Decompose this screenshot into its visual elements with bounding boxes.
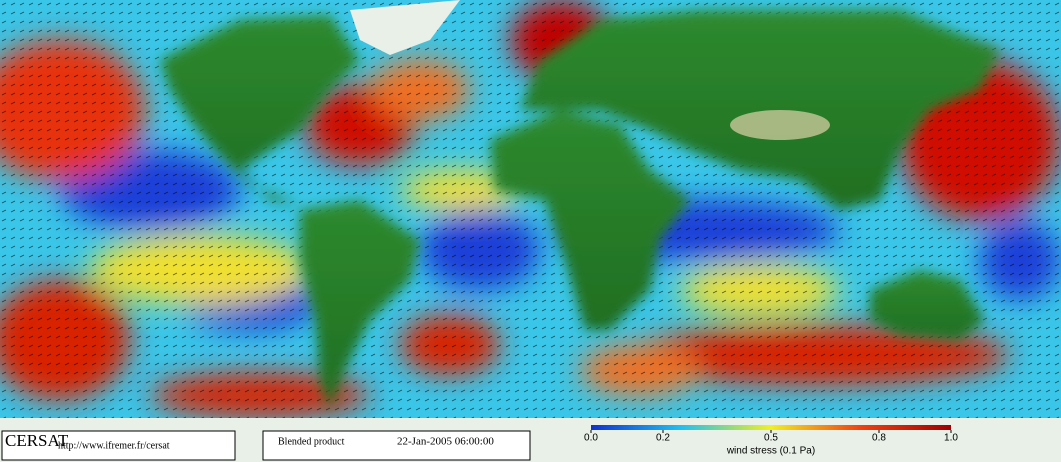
colorbar-tick-label: 1.0 bbox=[944, 433, 958, 444]
timestamp: 22-Jan-2005 06:00:00 bbox=[397, 436, 494, 448]
logo: CERSAT bbox=[5, 431, 69, 450]
colorbar-label: wind stress (0.1 Pa) bbox=[726, 446, 815, 457]
colorbar bbox=[591, 425, 951, 430]
url: http://www.ifremer.fr/cersat bbox=[58, 440, 170, 451]
continents bbox=[160, 10, 1000, 410]
info-box bbox=[1, 430, 236, 461]
plateau bbox=[730, 110, 830, 140]
product-box bbox=[262, 430, 531, 461]
colorbar-tick-label: 0.2 bbox=[656, 433, 670, 444]
colorbar-tick-label: 0.0 bbox=[584, 433, 598, 444]
colorbar-tick-label: 0.5 bbox=[764, 433, 778, 444]
product: Blended product bbox=[278, 436, 345, 447]
colorbar-tick-label: 0.8 bbox=[872, 433, 886, 444]
greenland bbox=[350, 0, 460, 55]
